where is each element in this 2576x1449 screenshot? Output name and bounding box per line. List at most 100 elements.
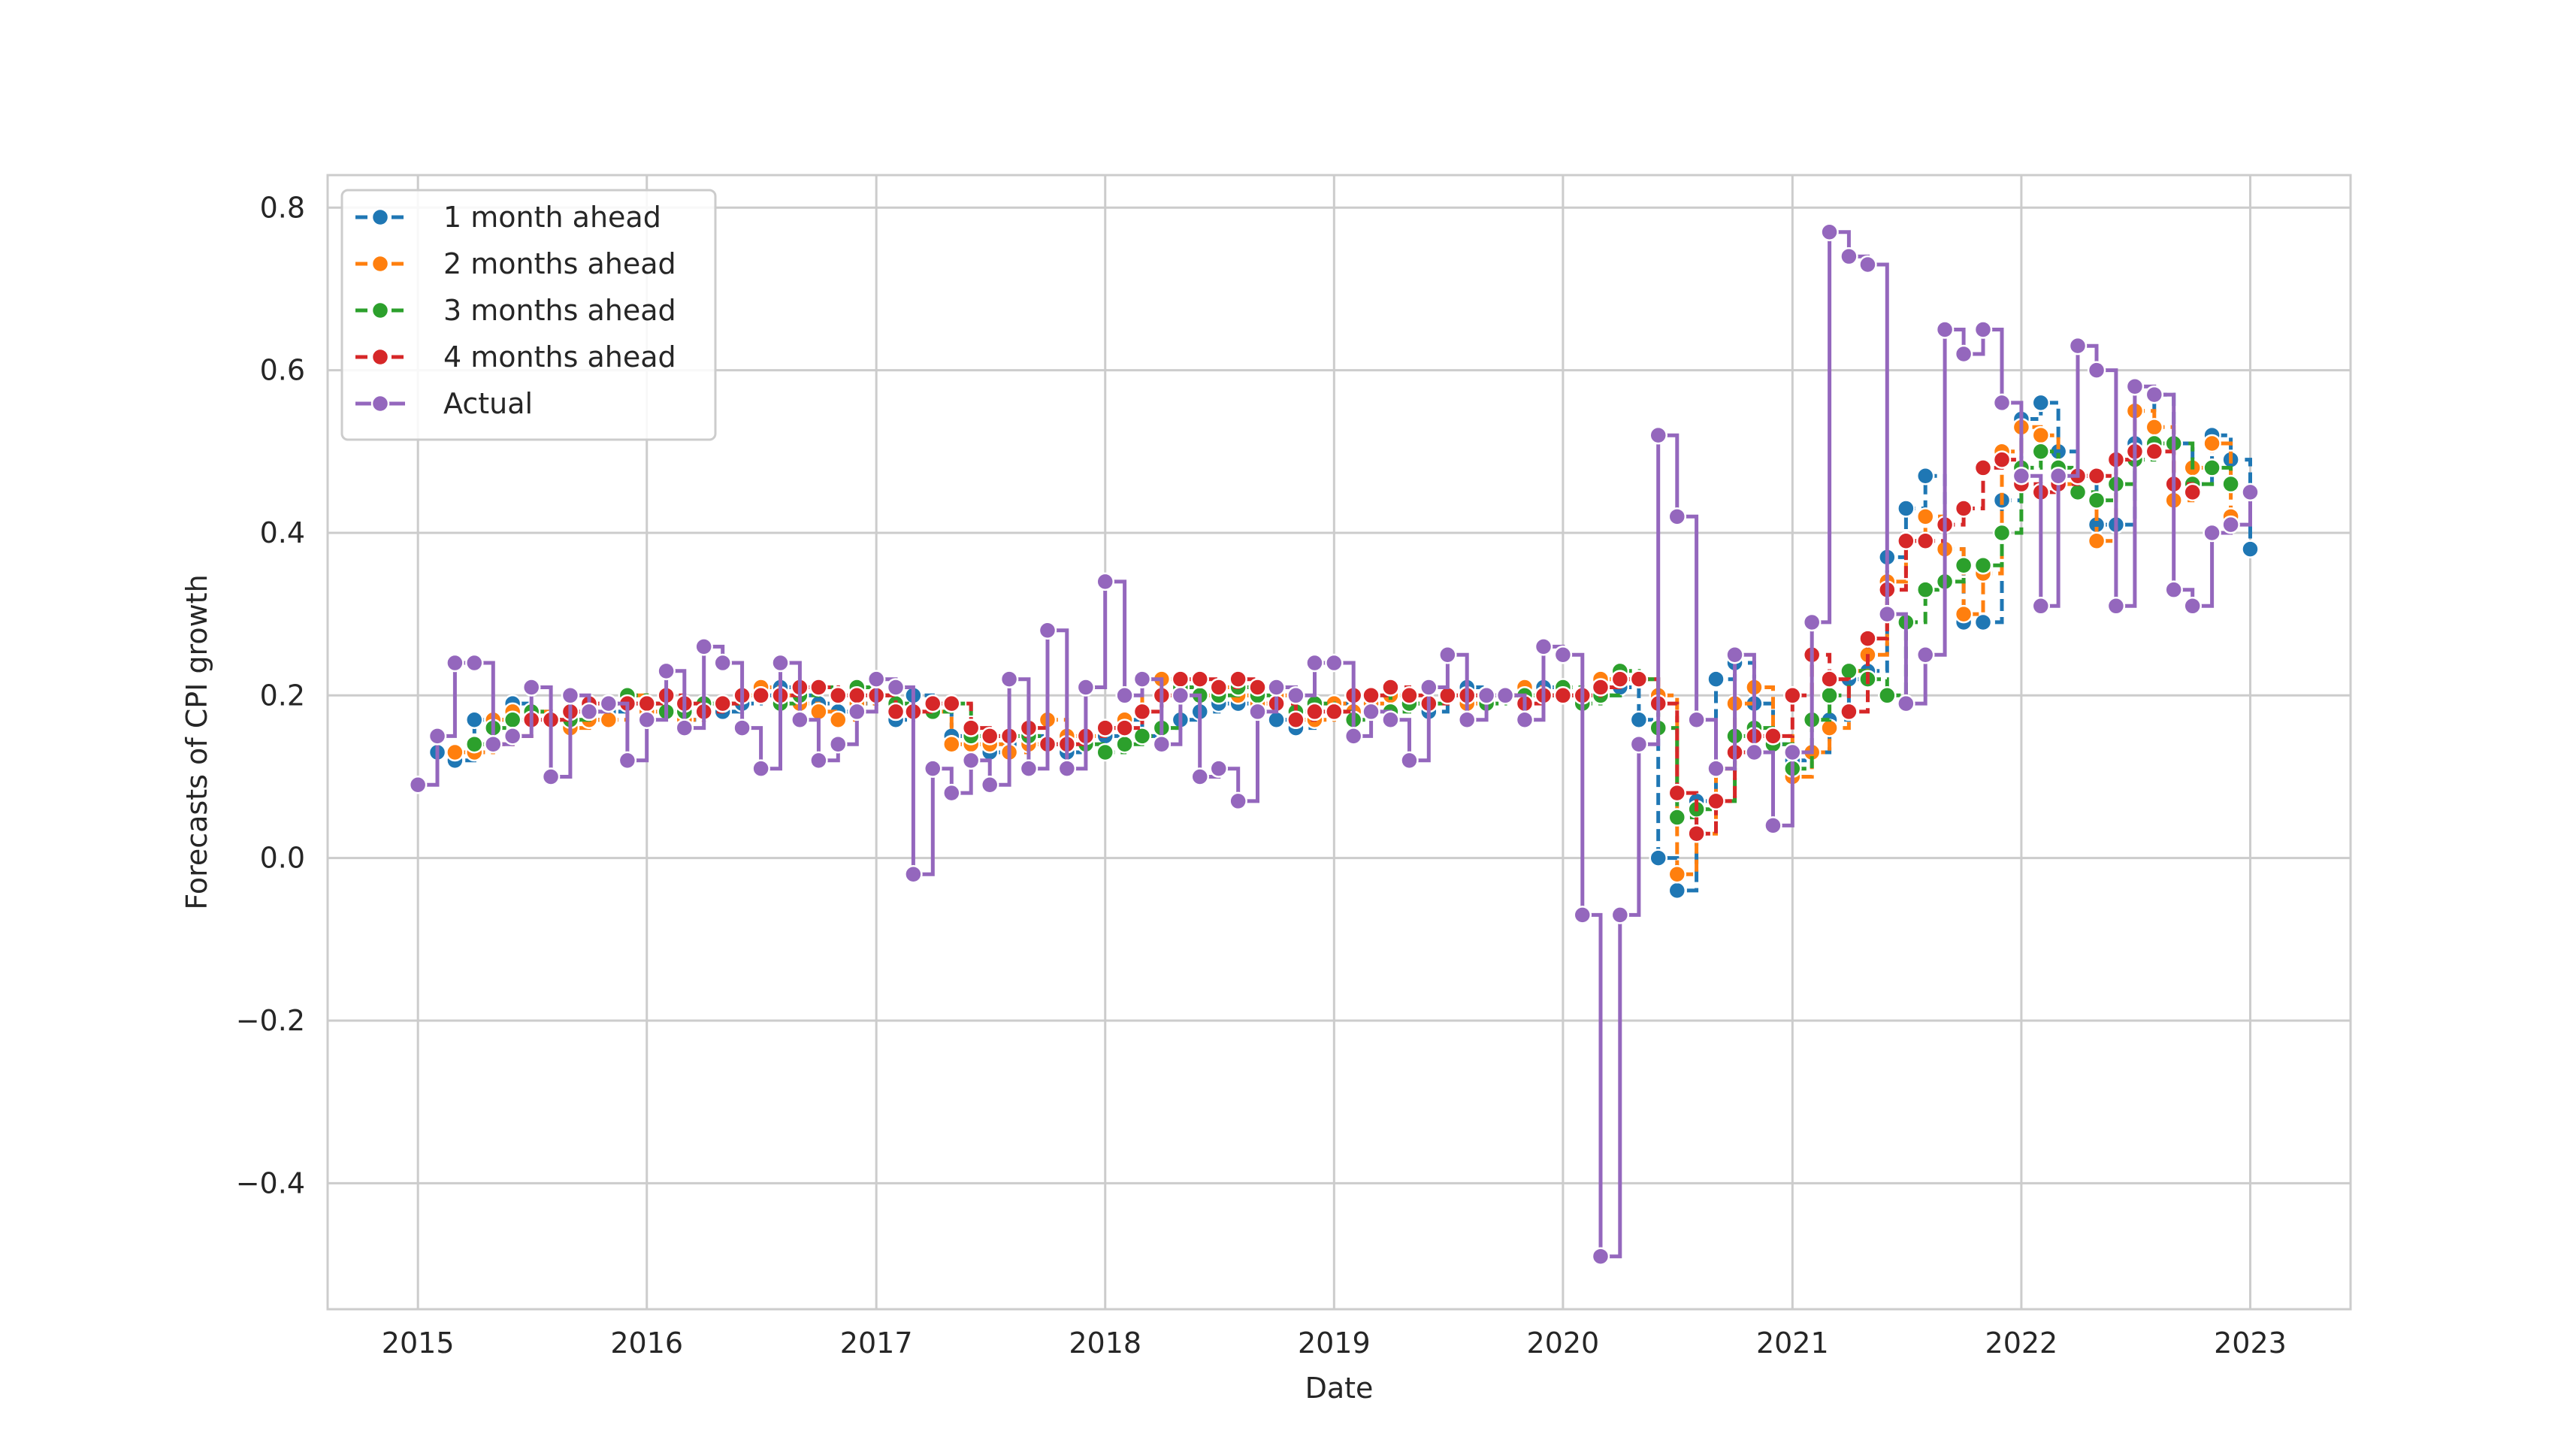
data-point <box>1438 686 1457 705</box>
data-point <box>1096 572 1114 591</box>
data-point <box>1840 702 1858 721</box>
data-point <box>1667 783 1687 803</box>
data-point <box>1420 678 1438 697</box>
data-point <box>1248 702 1267 721</box>
data-point <box>1171 686 1190 705</box>
x-axis-label: Date <box>1305 1372 1374 1405</box>
data-point <box>713 694 732 713</box>
data-point <box>942 694 961 713</box>
data-point <box>1115 686 1134 705</box>
legend-item: 3 months ahead <box>355 294 676 327</box>
data-point <box>1286 686 1305 705</box>
data-point <box>2221 515 2240 534</box>
data-point <box>1878 686 1897 705</box>
x-tick-label: 2021 <box>1756 1326 1829 1360</box>
data-point <box>1096 743 1114 762</box>
data-point <box>1477 686 1496 705</box>
data-point <box>1820 718 1839 737</box>
data-point <box>1629 710 1649 730</box>
data-point <box>1707 670 1725 688</box>
data-point <box>2145 385 2164 404</box>
data-point <box>713 653 732 673</box>
data-point <box>1515 710 1534 730</box>
data-point <box>1915 645 1935 664</box>
x-tick-label: 2023 <box>2214 1326 2287 1360</box>
data-point <box>961 751 981 770</box>
data-point <box>541 767 561 786</box>
data-point <box>1783 743 1802 762</box>
data-point <box>1132 727 1152 746</box>
data-point <box>1305 702 1324 721</box>
data-point <box>1115 718 1134 737</box>
data-point <box>942 734 961 754</box>
data-point <box>2145 442 2164 461</box>
series-line <box>418 230 2252 1259</box>
data-point <box>1973 555 1993 575</box>
data-point <box>866 670 886 688</box>
data-point <box>1629 670 1649 688</box>
data-point <box>2068 482 2088 502</box>
data-point <box>1286 710 1305 730</box>
data-point <box>1400 686 1419 705</box>
data-point <box>2203 458 2221 477</box>
data-point <box>1954 604 1973 624</box>
legend-label: 2 months ahead <box>443 247 676 280</box>
data-point <box>1381 678 1400 697</box>
data-point <box>465 710 484 730</box>
data-point <box>1132 702 1152 721</box>
grid <box>328 175 2351 1309</box>
data-point <box>1171 670 1190 688</box>
y-tick-label: −0.2 <box>236 1004 305 1037</box>
data-point <box>2183 597 2202 616</box>
data-point <box>809 751 828 770</box>
data-point <box>829 734 848 754</box>
data-point <box>1325 702 1344 721</box>
data-point <box>1840 661 1858 681</box>
data-point <box>1783 686 1802 705</box>
data-point <box>1591 678 1610 697</box>
data-point <box>1325 653 1344 673</box>
series-layer <box>408 222 2260 1266</box>
data-point <box>465 734 484 754</box>
data-point <box>484 734 503 754</box>
data-point <box>1915 507 1935 526</box>
data-point <box>1687 710 1706 730</box>
data-point <box>2106 597 2126 616</box>
data-point <box>961 718 981 737</box>
data-point <box>408 776 428 794</box>
data-point <box>1591 1247 1610 1266</box>
data-point <box>2241 540 2260 558</box>
data-point <box>1878 604 1897 624</box>
data-point <box>1573 906 1592 924</box>
x-tick-label: 2016 <box>610 1326 683 1360</box>
legend-item: 4 months ahead <box>355 340 676 374</box>
data-point <box>2012 466 2031 486</box>
data-point <box>1209 678 1229 697</box>
data-point <box>1019 759 1039 778</box>
data-point <box>848 686 866 705</box>
data-point <box>1764 816 1782 835</box>
data-point <box>637 710 656 730</box>
data-point <box>1553 686 1573 705</box>
data-point <box>904 865 923 884</box>
data-point <box>1667 808 1687 827</box>
data-point <box>2203 523 2221 543</box>
data-point <box>751 759 770 778</box>
data-point <box>1973 613 1993 632</box>
data-point <box>1897 694 1915 713</box>
legend-item: Actual <box>355 387 533 420</box>
data-point <box>1954 344 1973 364</box>
data-point <box>1209 759 1229 778</box>
data-point <box>1897 499 1915 518</box>
data-point <box>1992 393 2012 413</box>
legend-marker <box>370 347 390 367</box>
data-point <box>1667 507 1687 526</box>
data-point <box>2031 393 2051 413</box>
data-point <box>2241 482 2260 502</box>
data-point <box>2031 442 2051 461</box>
data-point <box>2031 425 2051 445</box>
data-point <box>2087 491 2106 510</box>
data-point <box>1229 791 1247 811</box>
data-point <box>809 702 828 721</box>
data-point <box>2087 361 2106 380</box>
